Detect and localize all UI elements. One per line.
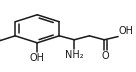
Text: NH₂: NH₂ — [65, 50, 84, 60]
Text: O: O — [102, 51, 110, 61]
Text: OH: OH — [30, 53, 45, 63]
Text: OH: OH — [119, 26, 134, 36]
